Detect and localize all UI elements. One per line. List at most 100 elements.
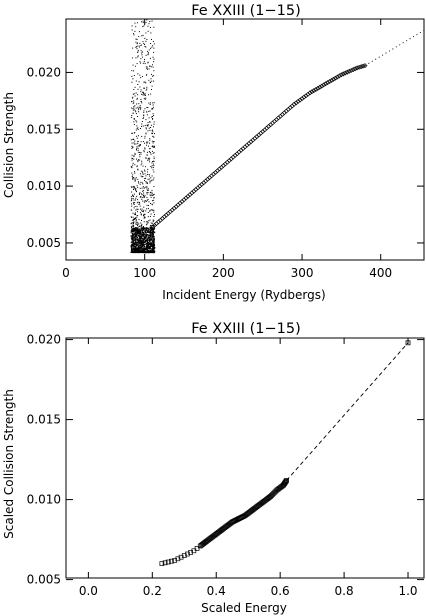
resonance-point [147,251,150,254]
resonance-point [141,35,143,37]
resonance-point [140,153,142,155]
resonance-point [148,220,150,222]
resonance-point [152,219,154,221]
resonance-point [142,41,144,43]
resonance-point [150,222,152,224]
resonance-point [135,189,137,191]
resonance-point [143,25,145,27]
resonance-point [144,108,146,110]
resonance-point [150,248,152,250]
resonance-point [143,209,145,211]
resonance-point [148,244,150,246]
resonance-point [152,233,154,235]
resonance-point [147,251,149,253]
resonance-point [147,125,149,127]
resonance-point [141,241,144,243]
resonance-point [138,46,140,48]
resonance-point [134,247,136,249]
resonance-point [137,244,139,246]
resonance-point [137,51,139,53]
resonance-point [138,226,140,228]
resonance-point [149,230,151,232]
resonance-point [148,117,150,119]
resonance-point [137,145,139,147]
resonance-point [131,236,133,238]
resonance-point [148,110,150,112]
resonance-point [139,229,142,231]
resonance-point [145,157,147,159]
resonance-point [139,62,141,64]
resonance-point [131,167,133,169]
resonance-point [150,124,152,126]
resonance-point [146,151,148,153]
resonance-point [141,250,143,253]
resonance-point [141,230,144,232]
panel-top-x-tick-label: 300 [291,266,314,280]
resonance-point [134,243,137,246]
resonance-point [144,179,146,181]
resonance-point [143,216,145,218]
resonance-point [150,177,152,179]
resonance-point [132,108,134,110]
resonance-point [141,176,143,178]
data-point [350,67,356,73]
resonance-point [144,247,146,250]
resonance-point [143,81,145,83]
resonance-point [136,225,138,227]
resonance-point [136,243,138,245]
resonance-point [138,248,141,250]
resonance-point [137,222,139,224]
resonance-point [136,221,138,223]
resonance-point [134,95,136,97]
resonance-point [149,231,151,234]
resonance-point [153,197,155,199]
resonance-point [153,224,155,226]
resonance-point [131,159,133,161]
resonance-point [151,189,153,191]
resonance-point [135,129,137,131]
resonance-point [138,181,140,183]
resonance-point [147,130,149,132]
resonance-point [135,229,137,232]
panel-top-x-tick-label: 400 [369,266,392,280]
resonance-point [153,240,155,242]
resonance-point [142,56,144,58]
resonance-point [132,64,134,66]
resonance-point [145,186,147,188]
resonance-point [140,44,142,46]
resonance-point [150,244,153,246]
resonance-point [152,161,154,163]
resonance-point [151,232,154,235]
resonance-point [153,158,155,160]
resonance-point [136,211,138,213]
data-point [169,558,174,564]
resonance-point [139,230,141,232]
resonance-point [138,203,140,205]
resonance-point [135,26,137,28]
resonance-point [149,251,151,253]
resonance-point [142,227,145,229]
resonance-point [142,125,144,127]
resonance-point [151,80,153,82]
resonance-point [152,106,154,108]
resonance-point [144,92,146,94]
resonance-point [138,103,140,105]
resonance-point [145,224,147,226]
resonance-point [153,237,155,239]
resonance-point [141,228,144,230]
resonance-point [130,246,132,248]
resonance-point [148,102,150,104]
resonance-point [149,209,151,211]
resonance-point [147,243,149,245]
resonance-point [142,93,144,95]
resonance-point [151,64,153,66]
resonance-point [145,32,147,34]
resonance-point [143,206,145,208]
resonance-point [148,174,150,176]
resonance-point [133,75,135,76]
resonance-point [143,115,145,117]
resonance-point [144,237,146,239]
resonance-point [152,243,154,245]
resonance-point [144,173,146,175]
resonance-point [152,75,154,77]
